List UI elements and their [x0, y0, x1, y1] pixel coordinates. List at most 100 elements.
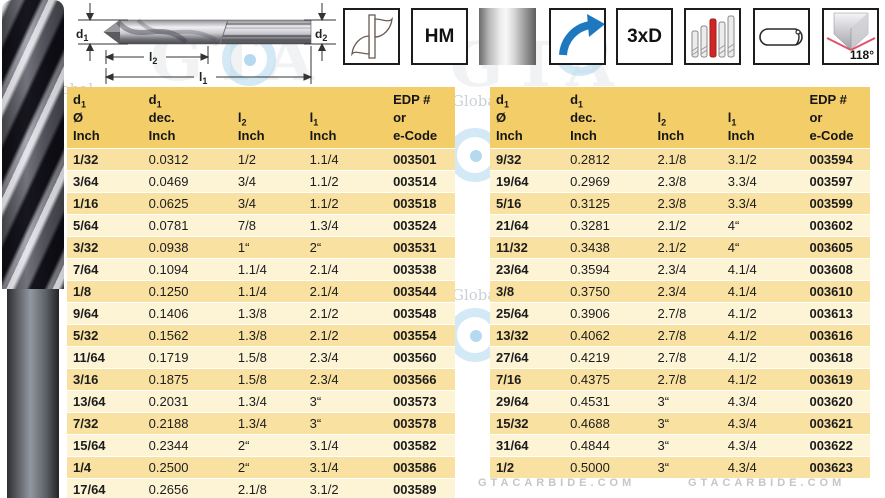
- flute-length: 2.7/8: [651, 324, 722, 347]
- flute-length: 1.3/8: [231, 302, 304, 325]
- header-cell: l2 Inch: [231, 87, 304, 149]
- overall-length: 3.1/4: [303, 434, 388, 457]
- edp-code: 003623: [803, 456, 870, 478]
- table-row: 17/64 0.2656 2.1/8 3.1/2 003589: [67, 478, 455, 498]
- size-fraction: 13/64: [67, 390, 143, 413]
- overall-length: 4.1/4: [721, 258, 804, 281]
- table-row: 3/32 0.0938 1“ 2“ 003531: [67, 236, 455, 259]
- length-ratio-label: 3xD: [627, 25, 662, 47]
- edp-code: 003566: [387, 368, 455, 391]
- overall-length: 4“: [721, 214, 804, 237]
- header-cell: l1 Inch: [303, 87, 388, 149]
- size-decimal: 0.1875: [142, 368, 232, 391]
- table-row: 15/64 0.2344 2“ 3.1/4 003582: [67, 434, 455, 457]
- overall-length: 4.1/4: [721, 280, 804, 303]
- overall-length: 3.1/2: [303, 478, 388, 498]
- size-decimal: 0.3125: [564, 192, 652, 215]
- flute-length: 3“: [651, 412, 722, 435]
- size-fraction: 9/32: [490, 148, 565, 171]
- drill-side-view: [103, 18, 312, 45]
- table-row: 5/16 0.3125 2.3/8 3.3/4 003599: [490, 192, 870, 215]
- diameter-range-icon: [684, 8, 741, 65]
- header-cell: l1 Inch: [721, 87, 804, 149]
- edp-code: 003548: [387, 302, 455, 325]
- size-fraction: 31/64: [490, 434, 565, 457]
- table-row: 1/4 0.2500 2“ 3.1/4 003586: [67, 456, 455, 479]
- flute-length: 1.3/8: [231, 324, 304, 347]
- size-decimal: 0.1250: [142, 280, 232, 303]
- size-decimal: 0.4219: [564, 346, 652, 369]
- size-fraction: 23/64: [490, 258, 565, 281]
- size-fraction: 5/32: [67, 324, 143, 347]
- size-fraction: 15/32: [490, 412, 565, 435]
- flute-length: 2.1/8: [231, 478, 304, 498]
- edp-code: 003597: [803, 170, 870, 193]
- drill-point-icon: [826, 12, 876, 51]
- table-row: 9/32 0.2812 2.1/8 3.1/2 003594: [490, 148, 870, 171]
- overall-length: 2.3/4: [303, 346, 388, 369]
- length-ratio-icon: 3xD: [616, 8, 673, 65]
- size-fraction: 5/64: [67, 214, 143, 237]
- size-decimal: 0.1406: [142, 302, 232, 325]
- header-cell: d1 Ø Inch: [490, 87, 565, 149]
- table-row: 11/32 0.3438 2.1/2 4“ 003605: [490, 236, 870, 259]
- edp-code: 003605: [803, 236, 870, 259]
- size-fraction: 15/64: [67, 434, 143, 457]
- l2-label: l2: [149, 50, 157, 66]
- table-row: 31/64 0.4844 3“ 4.3/4 003622: [490, 434, 870, 457]
- size-decimal: 0.3281: [564, 214, 652, 237]
- flute-length: 7/8: [231, 214, 304, 237]
- size-decimal: 0.3594: [564, 258, 652, 281]
- edp-code: 003619: [803, 368, 870, 391]
- size-fraction: 21/64: [490, 214, 565, 237]
- overall-length: 2“: [303, 236, 388, 259]
- table-row: 3/8 0.3750 2.3/4 4.1/4 003610: [490, 280, 870, 303]
- overall-length: 4.3/4: [721, 412, 804, 435]
- dimension-lines: [78, 3, 336, 84]
- table-row: 15/32 0.4688 3“ 4.3/4 003621: [490, 412, 870, 435]
- site-watermark: GTACARBIDE.COM: [688, 477, 846, 489]
- overall-length: 3.1/4: [303, 456, 388, 479]
- size-fraction: 1/2: [490, 456, 565, 478]
- flute-length: 3/4: [231, 192, 304, 215]
- size-fraction: 19/64: [490, 170, 565, 193]
- overall-length: 4.3/4: [721, 434, 804, 457]
- edp-code: 003560: [387, 346, 455, 369]
- size-decimal: 0.2812: [564, 148, 652, 171]
- header-cell: d1 Ø Inch: [67, 87, 143, 149]
- size-fraction: 11/32: [490, 236, 565, 259]
- flute-length: 2.3/8: [651, 192, 722, 215]
- dimension-diagram: d1 d2 l2 l1: [76, 3, 336, 86]
- size-fraction: 1/4: [67, 456, 143, 479]
- size-fraction: 3/16: [67, 368, 143, 391]
- edp-code: 003501: [387, 148, 455, 171]
- size-decimal: 0.2344: [142, 434, 232, 457]
- size-fraction: 7/32: [67, 412, 143, 435]
- flute-length: 2.3/8: [651, 170, 722, 193]
- size-fraction: 1/16: [67, 192, 143, 215]
- table-header-row: d1 Ø Inch d1 dec. Inch l2 Inch l1 Inch EDP # or e-Co…: [490, 87, 870, 149]
- size-decimal: 0.2031: [142, 390, 232, 413]
- cylindrical-shank-outline-icon: [759, 28, 803, 46]
- table-row: 7/16 0.4375 2.7/8 4.1/2 003619: [490, 368, 870, 391]
- drill-shank: [7, 288, 59, 498]
- size-fraction: 25/64: [490, 302, 565, 325]
- edp-code: 003602: [803, 214, 870, 237]
- flute-length: 2.7/8: [651, 302, 722, 325]
- overall-length: 4.3/4: [721, 390, 804, 413]
- overall-length: 3.1/2: [721, 148, 804, 171]
- edp-code: 003578: [387, 412, 455, 435]
- flute-length: 1.1/4: [231, 280, 304, 303]
- overall-length: 4“: [721, 236, 804, 259]
- overall-length: 4.3/4: [721, 456, 804, 478]
- flute-length: 2.1/8: [651, 148, 722, 171]
- d2-label: d2: [315, 27, 327, 43]
- table-row: 7/32 0.2188 1.3/4 3“ 003578: [67, 412, 455, 435]
- hm-label: HM: [424, 25, 455, 47]
- size-fraction: 3/64: [67, 170, 143, 193]
- table-row: 3/16 0.1875 1.5/8 2.3/4 003566: [67, 368, 455, 391]
- hm-material-icon: HM: [411, 8, 468, 65]
- flute-length: 2.7/8: [651, 346, 722, 369]
- size-fraction: 9/64: [67, 302, 143, 325]
